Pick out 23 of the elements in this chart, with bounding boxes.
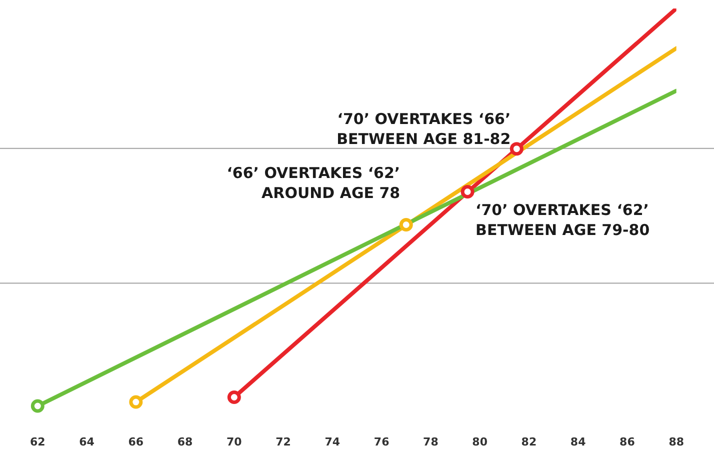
x-tick-label: 62 xyxy=(30,435,46,448)
point xyxy=(510,142,524,156)
x-tick-label: 86 xyxy=(620,435,636,448)
point xyxy=(129,395,143,409)
x-tick-label: 78 xyxy=(423,435,438,448)
x-tick-label: 76 xyxy=(374,435,390,448)
x-tick-label: 68 xyxy=(177,435,193,448)
x-tick-label: 64 xyxy=(79,435,95,448)
annotation: ‘70’ OVERTAKES ‘66’ BETWEEN AGE 81-82 xyxy=(336,110,511,148)
point xyxy=(227,390,241,404)
x-tick-label: 84 xyxy=(570,435,586,448)
point xyxy=(460,185,474,198)
x-tick-label: 70 xyxy=(226,435,242,448)
x-tick-label: 82 xyxy=(521,435,537,448)
x-tick-label: 66 xyxy=(128,435,144,448)
x-tick-label: 88 xyxy=(668,435,684,448)
annotation: ‘66’ OVERTAKES ‘62’ AROUND AGE 78 xyxy=(226,164,400,202)
x-tick-label: 80 xyxy=(472,435,488,448)
x-tick-label: 72 xyxy=(276,435,291,448)
point xyxy=(30,399,44,413)
annotation: ‘70’ OVERTAKES ‘62’ BETWEEN AGE 79-80 xyxy=(476,201,650,240)
x-tick-label: 74 xyxy=(324,435,340,448)
point xyxy=(399,218,413,232)
